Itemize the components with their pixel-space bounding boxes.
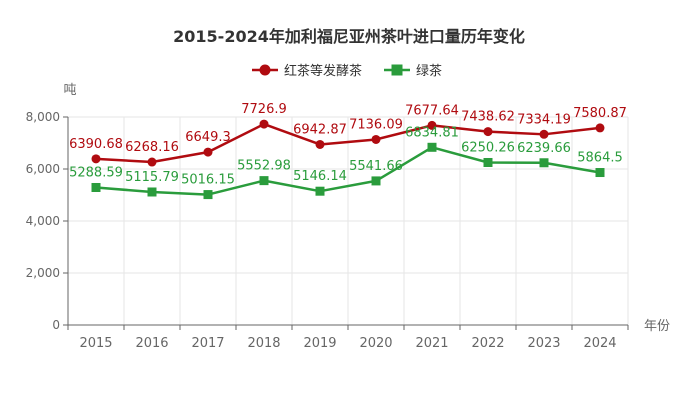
data-label-series-1: 6268.16 xyxy=(125,140,179,155)
x-tick-label: 2017 xyxy=(191,336,224,351)
data-point-square[interactable] xyxy=(371,176,381,186)
legend-label-series-2: 绿茶 xyxy=(416,63,442,79)
data-label-series-1: 7726.9 xyxy=(241,102,287,117)
series-line-2 xyxy=(95,146,601,196)
data-label-series-1: 7136.09 xyxy=(349,117,403,132)
data-label-series-2: 5288.59 xyxy=(69,165,123,180)
legend-marker-square xyxy=(391,64,403,76)
data-point-square[interactable] xyxy=(147,187,157,197)
x-axis-label: 年份 xyxy=(644,319,670,334)
data-point-circle[interactable] xyxy=(91,154,101,164)
y-tick-label: 0 xyxy=(52,318,60,332)
data-point-circle[interactable] xyxy=(315,139,325,149)
data-label-series-2: 6834.81 xyxy=(405,125,459,140)
data-point-square[interactable] xyxy=(539,158,549,168)
data-point-square[interactable] xyxy=(259,176,269,186)
data-label-series-2: 5146.14 xyxy=(293,169,347,184)
data-label-series-1: 7580.87 xyxy=(573,106,627,121)
data-point-square[interactable] xyxy=(315,186,325,196)
data-point-circle[interactable] xyxy=(595,123,605,133)
x-tick-label: 2015 xyxy=(79,336,112,351)
y-tick-label: 4,000 xyxy=(26,214,60,228)
axes: 0 2,000 4,000 6,000 8,000 2015 2016 2017 2018 201… xyxy=(26,110,629,351)
data-label-series-2: 5552.98 xyxy=(237,159,291,174)
data-label-series-1: 7334.19 xyxy=(517,112,571,127)
x-tick-label: 2016 xyxy=(135,336,168,351)
data-point-circle[interactable] xyxy=(427,120,437,130)
data-label-series-1: 6390.68 xyxy=(69,137,123,152)
series-layer xyxy=(91,119,605,200)
y-tick-label: 2,000 xyxy=(26,266,60,280)
data-point-square[interactable] xyxy=(203,190,213,200)
x-tick-label: 2018 xyxy=(247,336,280,351)
grid-lines xyxy=(68,116,629,325)
data-label-series-1: 7677.64 xyxy=(405,103,459,118)
legend-label-series-1: 红茶等发酵茶 xyxy=(284,63,362,79)
legend-item-series-2[interactable]: 绿茶 xyxy=(384,63,442,79)
data-point-square[interactable] xyxy=(483,157,493,167)
data-point-circle[interactable] xyxy=(483,127,493,137)
data-point-square[interactable] xyxy=(91,182,101,192)
legend-item-series-1[interactable]: 红茶等发酵茶 xyxy=(252,63,362,79)
x-tick-label: 2019 xyxy=(303,336,336,351)
data-label-series-2: 5115.79 xyxy=(125,170,179,185)
data-point-circle[interactable] xyxy=(147,157,157,167)
data-point-circle[interactable] xyxy=(203,147,213,157)
data-label-series-2: 5016.15 xyxy=(181,173,235,188)
data-point-circle[interactable] xyxy=(539,129,549,139)
data-label-series-2: 5864.5 xyxy=(577,151,623,166)
chart-title: 2015-2024年加利福尼亚州茶叶进口量历年变化 xyxy=(173,27,525,46)
data-labels: 6390.68 6268.16 6649.3 7726.9 6942.87 7136.09… xyxy=(69,102,627,187)
series-line-1 xyxy=(95,122,601,164)
data-point-square[interactable] xyxy=(595,168,605,178)
data-label-series-1: 6649.3 xyxy=(185,130,231,145)
x-tick-label: 2020 xyxy=(359,336,392,351)
data-label-series-2: 5541.66 xyxy=(349,159,403,174)
legend[interactable]: 红茶等发酵茶 绿茶 xyxy=(252,63,442,79)
y-tick-label: 8,000 xyxy=(26,110,60,124)
data-label-series-2: 6250.26 xyxy=(461,140,515,155)
x-tick-label: 2021 xyxy=(415,336,448,351)
data-label-series-2: 6239.66 xyxy=(517,141,571,156)
data-label-series-1: 6942.87 xyxy=(293,122,347,137)
data-point-circle[interactable] xyxy=(371,134,381,144)
data-label-series-1: 7438.62 xyxy=(461,110,515,125)
x-tick-label: 2022 xyxy=(471,336,504,351)
y-axis-label: 吨 xyxy=(63,83,76,98)
y-tick-label: 6,000 xyxy=(26,162,60,176)
data-point-circle[interactable] xyxy=(259,119,269,129)
x-tick-label: 2023 xyxy=(527,336,560,351)
data-point-square[interactable] xyxy=(427,142,437,152)
x-tick-label: 2024 xyxy=(583,336,616,351)
legend-marker-circle xyxy=(259,64,271,76)
